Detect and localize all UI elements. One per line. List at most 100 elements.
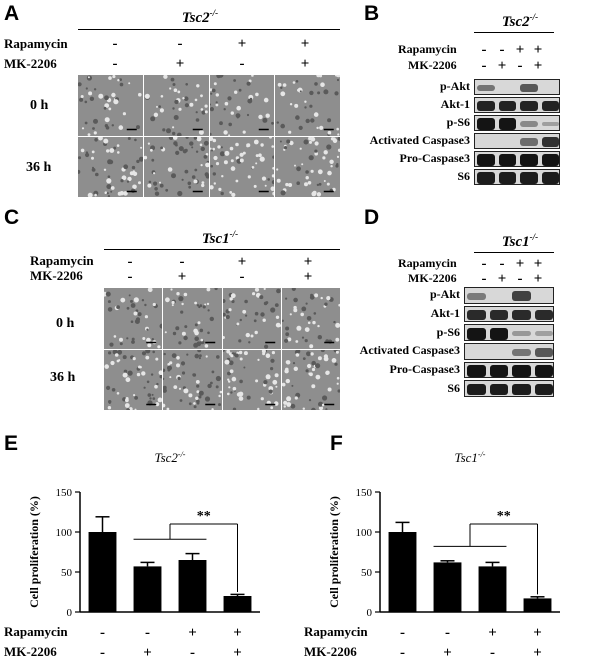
- panel-a-sign: -: [239, 56, 245, 72]
- blot-strip: [474, 133, 560, 149]
- y-tick-label: 0: [67, 607, 73, 619]
- blot-band: [498, 154, 516, 166]
- treatment-sign: -: [145, 625, 150, 641]
- blot-band: [541, 137, 559, 147]
- panel-c-sign: -: [239, 269, 245, 285]
- treatment-sign: -: [190, 645, 195, 656]
- blot-strip: [464, 324, 554, 341]
- blot-band: [534, 331, 553, 337]
- blot-strip: [474, 169, 560, 185]
- blot-row-label: Pro-Caspase3: [389, 362, 460, 376]
- treatment-label: MK-2206: [4, 644, 57, 656]
- panel-b-sign: +: [515, 42, 525, 58]
- panel-c-sign: -: [127, 269, 133, 285]
- panel-a-sign: +: [300, 56, 310, 72]
- panel-a-time-0h: 0 h: [30, 98, 49, 113]
- blot-band: [477, 172, 495, 184]
- panel-a-sign: +: [175, 56, 185, 72]
- chart-title: Tsc2-/-: [155, 450, 186, 465]
- blot-band: [512, 383, 531, 396]
- blot-row-label: S6: [447, 380, 460, 395]
- blot-row-label: Pro-Caspase3: [399, 151, 470, 165]
- significance-label: **: [197, 509, 211, 524]
- bar: [223, 596, 252, 612]
- panel-c-title-text: Tsc1: [201, 231, 230, 247]
- panel-d-letter: D: [364, 206, 380, 229]
- blot-strip: [464, 343, 554, 360]
- blot-band: [467, 327, 486, 340]
- blot-band: [541, 121, 559, 127]
- panel-b-rule: [474, 32, 554, 33]
- panel-b-sign: +: [533, 42, 543, 58]
- panel-b-mk2206-label: MK-2206: [408, 58, 457, 72]
- blot-band: [541, 100, 559, 112]
- blot-row-label: Akt-1: [430, 306, 460, 320]
- panel-d-rapamycin-label: Rapamycin: [398, 256, 457, 270]
- micrograph-image: [143, 136, 209, 197]
- panel-b-western-blot: p-Akt Akt-1 p-S6 Activated Caspase3 Pro-Casp…: [350, 78, 560, 186]
- panel-b-title-text: Tsc2: [501, 14, 530, 30]
- treatment-sign: +: [143, 645, 152, 656]
- micrograph-image: [222, 288, 281, 349]
- blot-row-label: p-Akt: [439, 79, 470, 93]
- blot-row-label: Akt-1: [440, 97, 470, 111]
- micrograph-image: [78, 75, 143, 136]
- y-axis-label: Cell proliferation (%): [27, 496, 41, 608]
- blot-band: [520, 172, 538, 184]
- blot-strip: [474, 79, 560, 95]
- y-tick-label: 150: [356, 487, 373, 499]
- panel-c-mk2206-label: MK-2206: [30, 268, 83, 283]
- panel-b-sign: -: [481, 42, 487, 58]
- blot-band: [541, 154, 559, 166]
- panel-c-rule: [104, 249, 340, 250]
- y-tick-label: 50: [61, 567, 73, 579]
- blot-band: [541, 172, 559, 184]
- treatment-sign: +: [188, 625, 197, 641]
- panel-f-chart: Tsc1-/- 0 50 100 150 Cell proliferation (%) **…: [304, 450, 560, 656]
- blot-strip: [464, 380, 554, 397]
- blot-band: [534, 383, 553, 396]
- blot-row-label: p-S6: [436, 324, 460, 339]
- panel-d-sign: -: [499, 256, 505, 272]
- micrograph-image: [104, 349, 163, 410]
- blot-band: [489, 364, 508, 377]
- micrograph-image: [143, 75, 209, 136]
- panel-d-title-sup: -/-: [529, 232, 539, 242]
- blot-band: [520, 100, 538, 112]
- panel-d-sign: +: [497, 271, 507, 287]
- panel-c-sign: +: [303, 269, 313, 285]
- blot-band: [512, 364, 531, 377]
- micrograph-image: [163, 349, 222, 410]
- micrograph-image: [222, 349, 281, 410]
- panel-c-time-36h: 36 h: [50, 370, 76, 385]
- micrograph-image: [281, 349, 340, 410]
- panel-b-letter: B: [364, 2, 380, 25]
- blot-band: [534, 364, 553, 377]
- blot-band: [520, 83, 538, 93]
- treatment-sign: -: [400, 645, 405, 656]
- chart-title-superscript: -/-: [478, 450, 486, 459]
- treatment-sign: -: [100, 625, 105, 641]
- panel-a-rule: [78, 29, 340, 30]
- bar: [523, 598, 552, 612]
- panel-d-mk2206-label: MK-2206: [408, 271, 457, 285]
- panel-a-sign: +: [237, 36, 247, 52]
- panel-a-micrographs: [78, 75, 340, 197]
- treatment-sign: +: [488, 625, 497, 641]
- blot-strip: [474, 151, 560, 167]
- treatment-sign: +: [443, 645, 452, 656]
- blot-band: [512, 309, 531, 321]
- treatment-sign: -: [445, 625, 450, 641]
- blot-band: [534, 309, 553, 321]
- bar: [478, 566, 507, 612]
- treatment-sign: +: [233, 625, 242, 641]
- panel-b-sign: -: [481, 58, 487, 74]
- panel-d-western-blot: p-Akt Akt-1 p-S6 Activated Caspase3 Pro-Casp…: [340, 286, 554, 398]
- panel-d-sign: +: [515, 256, 525, 272]
- treatment-label: Rapamycin: [4, 624, 68, 639]
- blot-band: [512, 331, 531, 337]
- micrograph-image: [104, 288, 163, 349]
- bar: [133, 566, 162, 612]
- chart-title: Tsc1-/-: [455, 450, 486, 465]
- treatment-sign: -: [100, 645, 105, 656]
